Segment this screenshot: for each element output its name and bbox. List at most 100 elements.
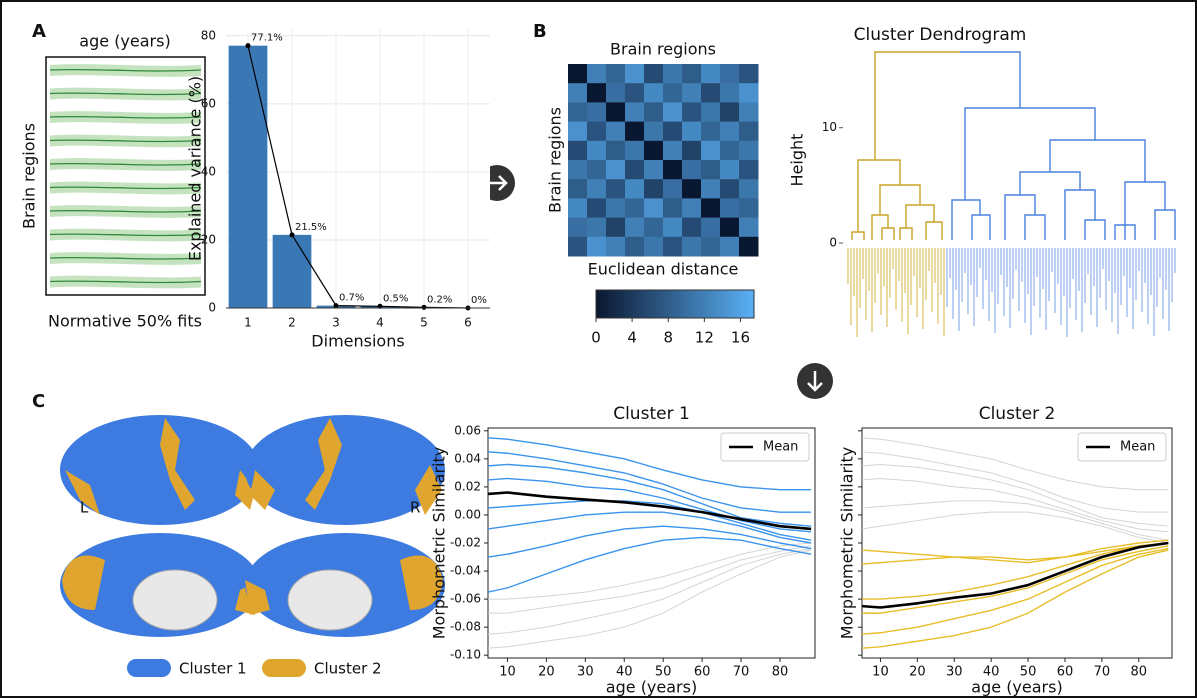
colorbar-step — [711, 290, 715, 318]
heat-cell — [644, 141, 664, 161]
colorbar-step — [628, 290, 632, 318]
heat-cell — [739, 198, 759, 218]
heat-cell — [720, 102, 740, 122]
heat-cell — [568, 237, 588, 257]
heat-cell — [644, 160, 664, 180]
colorbar-step — [703, 290, 707, 318]
scree-point — [334, 303, 339, 308]
colorbar-step — [707, 290, 711, 318]
heatmap-title: Brain regions — [610, 40, 716, 59]
legend-swatch — [262, 659, 306, 677]
colorbar-step — [679, 290, 683, 318]
heat-cell — [568, 218, 588, 238]
colorbar-step — [624, 290, 628, 318]
colorbar-step — [726, 290, 730, 318]
panel-label: A — [32, 21, 46, 42]
x-axis-label: age (years) — [971, 678, 1062, 697]
bar — [273, 235, 312, 308]
heat-cell — [739, 218, 759, 238]
heat-cell — [568, 83, 588, 103]
y-tick-label: -0.08 — [450, 620, 481, 634]
panel-label: C — [32, 391, 45, 412]
heat-cell — [606, 198, 626, 218]
heat-cell — [663, 237, 683, 257]
scree-point — [290, 232, 295, 237]
heat-cell — [701, 122, 721, 142]
colorbar-step — [643, 290, 647, 318]
heat-cell — [587, 83, 607, 103]
colorbar-step — [730, 290, 734, 318]
heat-cell — [587, 64, 607, 84]
heat-cell — [701, 64, 721, 84]
y-tick-label: 0.00 — [454, 507, 481, 521]
value-label: 0% — [471, 295, 487, 306]
heat-cell — [701, 218, 721, 238]
colorbar-step — [608, 290, 612, 318]
heat-cell — [587, 160, 607, 180]
heat-cell — [739, 122, 759, 142]
colorbar-tick-label: 16 — [731, 329, 750, 347]
chart-title: Cluster 1 — [613, 404, 690, 424]
plot-frame — [862, 428, 1172, 658]
x-tick-label: 10 — [499, 665, 516, 680]
heat-cell — [606, 83, 626, 103]
x-tick-label: 3 — [332, 316, 340, 330]
colorbar-step — [746, 290, 750, 318]
legend-label: Mean — [763, 440, 798, 455]
heat-cell — [606, 102, 626, 122]
colorbar-step — [699, 290, 703, 318]
dendrogram-ylabel: Height — [788, 134, 807, 187]
dendrogram-title: Cluster Dendrogram — [854, 25, 1027, 45]
colorbar-step — [671, 290, 675, 318]
y-tick-label: -0.10 — [450, 648, 481, 662]
heat-cell — [644, 102, 664, 122]
y-axis-label: Morphometric Similarity — [838, 447, 857, 640]
heat-cell — [682, 179, 702, 199]
colorbar-step — [742, 290, 746, 318]
heat-cell — [606, 122, 626, 142]
y-axis-label: Morphometric Similarity — [430, 447, 449, 640]
colorbar-step — [691, 290, 695, 318]
heat-cell — [663, 198, 683, 218]
heatmap-ylabel: Brain regions — [546, 107, 565, 213]
x-tick-label: 80 — [772, 665, 789, 680]
heat-cell — [644, 218, 664, 238]
heat-cell — [625, 122, 645, 142]
heat-cell — [568, 160, 588, 180]
colorbar-step — [738, 290, 742, 318]
heat-cell — [606, 64, 626, 84]
y-tick-label: 0.06 — [454, 423, 481, 437]
colorbar-step — [718, 290, 722, 318]
bar — [229, 46, 268, 308]
heat-cell — [625, 198, 645, 218]
heat-cell — [644, 83, 664, 103]
colorbar-step — [734, 290, 738, 318]
heat-cell — [701, 237, 721, 257]
heat-cell — [739, 237, 759, 257]
brain-core — [288, 570, 372, 630]
colorbar-step — [647, 290, 651, 318]
value-label: 0.5% — [383, 293, 408, 304]
colorbar-step — [655, 290, 659, 318]
fits-ylabel: Brain regions — [20, 123, 39, 229]
heat-cell — [682, 160, 702, 180]
heat-cell — [720, 237, 740, 257]
heat-cell — [739, 102, 759, 122]
scree-point — [246, 43, 251, 48]
legend-swatch — [127, 659, 171, 677]
y-tick-label: 0.02 — [454, 479, 481, 493]
heat-cell — [587, 179, 607, 199]
x-tick-label: 5 — [420, 316, 428, 330]
x-axis-label: Dimensions — [311, 332, 404, 351]
heat-cell — [701, 102, 721, 122]
heat-cell — [682, 218, 702, 238]
fits-xlabel: Normative 50% fits — [48, 312, 202, 331]
heat-cell — [625, 218, 645, 238]
y-tick-label: 80 — [201, 28, 216, 42]
heat-cell — [587, 102, 607, 122]
heat-cell — [663, 179, 683, 199]
heat-cell — [644, 64, 664, 84]
heat-cell — [568, 64, 588, 84]
value-label: 0.7% — [339, 293, 364, 304]
heat-cell — [663, 122, 683, 142]
